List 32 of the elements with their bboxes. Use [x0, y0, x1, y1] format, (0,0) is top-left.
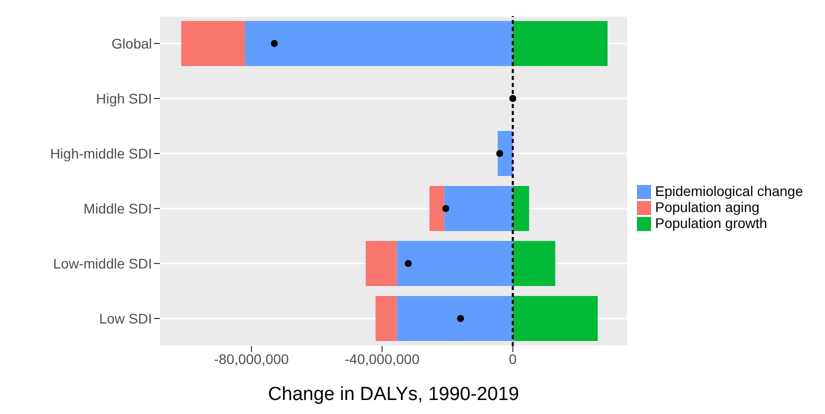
legend-label: Population aging	[655, 198, 760, 215]
x-tick-label: -80,000,000	[214, 350, 290, 367]
y-tick-label: Low-middle SDI	[53, 255, 152, 272]
point	[509, 95, 516, 102]
point	[404, 260, 412, 267]
bar	[396, 240, 513, 286]
bar	[512, 186, 530, 231]
bar	[396, 296, 513, 341]
bar	[429, 186, 444, 231]
bar	[181, 20, 245, 66]
legend-label: Epidemiological change	[655, 182, 803, 199]
point	[496, 150, 504, 157]
bar	[444, 186, 513, 231]
point	[442, 205, 450, 212]
point	[457, 315, 464, 322]
legend-label: Population growth	[655, 215, 768, 232]
bar	[512, 296, 598, 341]
bar	[244, 20, 513, 66]
bar	[366, 240, 397, 286]
bar	[512, 240, 556, 286]
x-tick-label: -40,000,000	[344, 350, 420, 367]
y-tick-label: Low SDI	[99, 310, 152, 326]
point	[270, 40, 278, 47]
y-tick-label: Global	[112, 35, 152, 52]
y-tick-label: Middle SDI	[84, 200, 152, 216]
x-axis-title: Change in DALYs, 1990-2019	[268, 384, 520, 405]
y-tick-label: High SDI	[96, 90, 152, 106]
bar	[498, 130, 513, 176]
y-tick-label: High-middle SDI	[50, 145, 152, 162]
bar	[512, 20, 608, 66]
x-tick-label: 0	[508, 350, 517, 367]
bar	[376, 296, 397, 341]
